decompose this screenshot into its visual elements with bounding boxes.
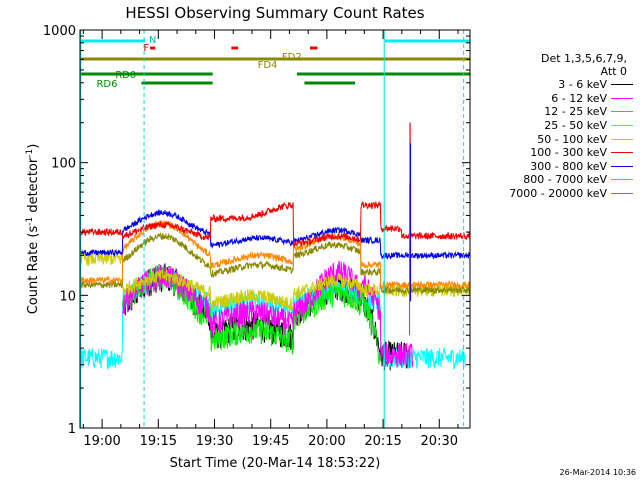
- y-axis-label-exp1: -1: [25, 217, 35, 226]
- legend-entry-label: 800 - 7000 keV: [523, 173, 607, 187]
- legend-entry-label: 25 - 50 keV: [544, 119, 607, 133]
- flag-label: F: [143, 43, 149, 54]
- x-tick-label: 19:00: [83, 434, 120, 449]
- legend-entry-label: 300 - 800 keV: [530, 159, 607, 173]
- legend-entry-label: 7000 - 20000 keV: [509, 187, 607, 201]
- x-tick-label: 20:30: [421, 434, 458, 449]
- series-line: [122, 260, 414, 369]
- legend-entry: 300 - 800 keV: [485, 160, 635, 174]
- y-axis-label-mid: detector: [26, 157, 41, 217]
- time-markers: [80, 30, 465, 428]
- series-line: [80, 200, 470, 249]
- series-line: [80, 231, 470, 296]
- y-tick-label: 100: [51, 157, 76, 172]
- legend-swatch: [611, 193, 633, 195]
- series-line: [80, 209, 470, 261]
- series-line: [80, 251, 470, 312]
- plot-frame: [79, 29, 471, 429]
- legend-entry-label: 3 - 6 keV: [558, 78, 607, 92]
- data-traces: [80, 122, 470, 371]
- legend-entry: 6 - 12 keV: [485, 92, 635, 106]
- legend-entry-label: 100 - 300 keV: [530, 146, 607, 160]
- legend-swatch: [611, 152, 633, 154]
- legend-entry: 12 - 25 keV: [485, 105, 635, 119]
- legend-swatch: [611, 97, 633, 99]
- legend-swatch: [611, 84, 633, 86]
- legend-entry: 25 - 50 keV: [485, 119, 635, 133]
- y-tick-label: 10: [59, 289, 76, 304]
- x-tick-label: 20:15: [364, 434, 401, 449]
- legend-swatch: [611, 125, 633, 127]
- y-axis-label-start: Count Rate (s: [26, 226, 41, 315]
- legend-entry: 3 - 6 keV: [485, 78, 635, 92]
- legend-entry: 50 - 100 keV: [485, 132, 635, 146]
- y-tick-label: 1000: [43, 24, 76, 39]
- x-tick-label: 19:30: [196, 434, 233, 449]
- legend-header-line2: Att 0: [600, 65, 627, 78]
- flag-label: RD0: [115, 70, 136, 81]
- legend-swatch: [611, 138, 633, 140]
- flag-label: FD2: [282, 52, 302, 63]
- timestamp: 26-Mar-2014 10:36: [559, 468, 637, 477]
- y-tick-label: 1: [68, 422, 76, 437]
- axes: 1 10 100 1000 19:00 19:15 19:30 19:45 20:00 20:15…: [43, 24, 470, 449]
- flag-label: N: [149, 35, 156, 46]
- legend-swatch: [611, 111, 633, 113]
- legend-swatch: [611, 179, 633, 181]
- x-tick-label: 19:45: [252, 434, 289, 449]
- legend-entry: 800 - 7000 keV: [485, 173, 635, 187]
- legend-entry: 7000 - 20000 keV: [485, 187, 635, 201]
- legend-header-line1: Det 1,3,5,6,7,9,: [540, 52, 627, 65]
- flag-label: RD6: [96, 79, 117, 90]
- legend-entry: 100 - 300 keV: [485, 146, 635, 160]
- x-tick-label: 20:00: [308, 434, 345, 449]
- legend: Det 1,3,5,6,7,9, Att 0 3 - 6 keV 6 - 12 k…: [485, 52, 635, 200]
- y-axis-label-end: ): [26, 144, 41, 149]
- x-tick-label: 19:15: [140, 434, 177, 449]
- y-axis-label-exp2: -1: [25, 149, 35, 158]
- legend-swatch: [611, 165, 633, 167]
- flag-label: FD4: [258, 60, 278, 71]
- legend-entry-label: 50 - 100 keV: [537, 132, 607, 146]
- x-axis-label: Start Time (20-Mar-14 18:53:22): [170, 456, 381, 471]
- chart-title: HESSI Observing Summary Count Rates: [125, 4, 424, 22]
- legend-entry-label: 12 - 25 keV: [544, 105, 607, 119]
- legend-entry-label: 6 - 12 keV: [551, 91, 607, 105]
- y-axis-label: Count Rate (s-1 detector-1): [25, 144, 41, 315]
